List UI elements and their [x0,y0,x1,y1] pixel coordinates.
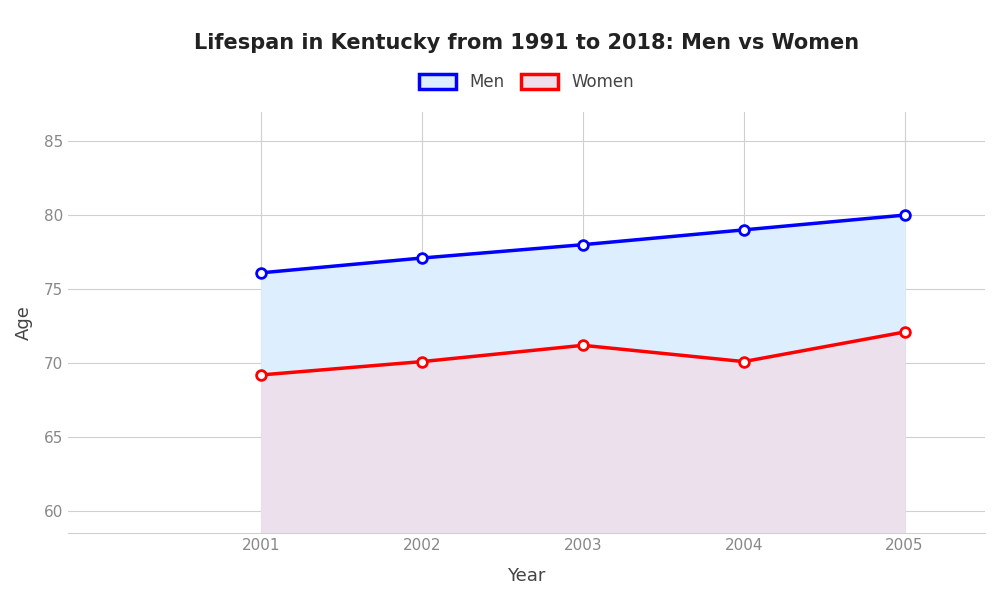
X-axis label: Year: Year [507,567,546,585]
Legend: Men, Women: Men, Women [411,65,642,100]
Y-axis label: Age: Age [15,305,33,340]
Title: Lifespan in Kentucky from 1991 to 2018: Men vs Women: Lifespan in Kentucky from 1991 to 2018: … [194,33,859,53]
